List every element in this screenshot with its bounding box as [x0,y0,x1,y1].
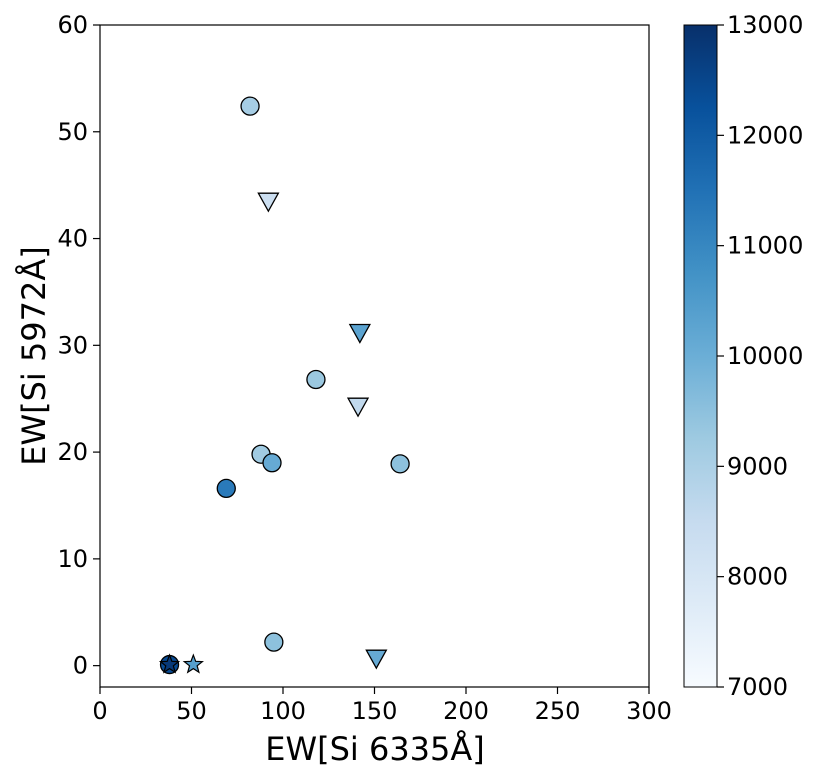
triangle-down-marker [365,649,388,670]
star-marker [182,653,204,674]
colorbar-axis: 7000 8000 9000 10000 11000 12000 13000 [717,11,803,701]
circle-marker [240,96,260,116]
colorbar [683,24,718,688]
x-tick-label: 50 [176,697,207,725]
circle-marker [216,478,236,499]
plot-area [99,24,650,688]
x-tick-label: 100 [260,697,306,725]
y-tick-label: 60 [57,11,88,39]
x-tick-label: 0 [92,697,107,725]
y-tick-label: 10 [57,545,88,573]
circle-marker [264,632,284,652]
star-marker [158,653,181,674]
scatter-markers [158,96,410,675]
x-tick-label: 200 [443,697,489,725]
colorbar-tick-label: 11000 [727,232,803,260]
y-tick-label: 40 [57,225,88,253]
y-tick-label: 20 [57,438,88,466]
y-axis-label: EW[Si 5972Å] [15,246,53,466]
triangle-down-marker [346,397,370,418]
colorbar-tick-label: 9000 [727,452,788,480]
x-tick-label: 150 [352,697,398,725]
triangle-down-marker [348,323,371,344]
colorbar-tick-label: 8000 [727,563,788,591]
y-tick-label: 30 [57,331,88,359]
y-tick-label: 50 [57,118,88,146]
circle-marker [262,453,282,473]
x-tick-label: 300 [626,697,672,725]
triangle-down-marker [257,192,280,213]
x-tick-label: 250 [535,697,581,725]
colorbar-tick-label: 7000 [727,673,788,701]
x-axis-label: EW[Si 6335Å] [265,730,485,768]
y-tick-label: 0 [73,652,88,680]
y-axis: 0 10 20 30 40 50 60 [57,11,100,680]
circle-marker [390,454,410,474]
colorbar-tick-label: 12000 [727,121,803,149]
colorbar-tick-label: 10000 [727,342,803,370]
circle-marker [306,369,326,390]
colorbar-tick-label: 13000 [727,11,803,39]
x-axis: 0 50 100 150 200 250 300 [92,687,672,725]
